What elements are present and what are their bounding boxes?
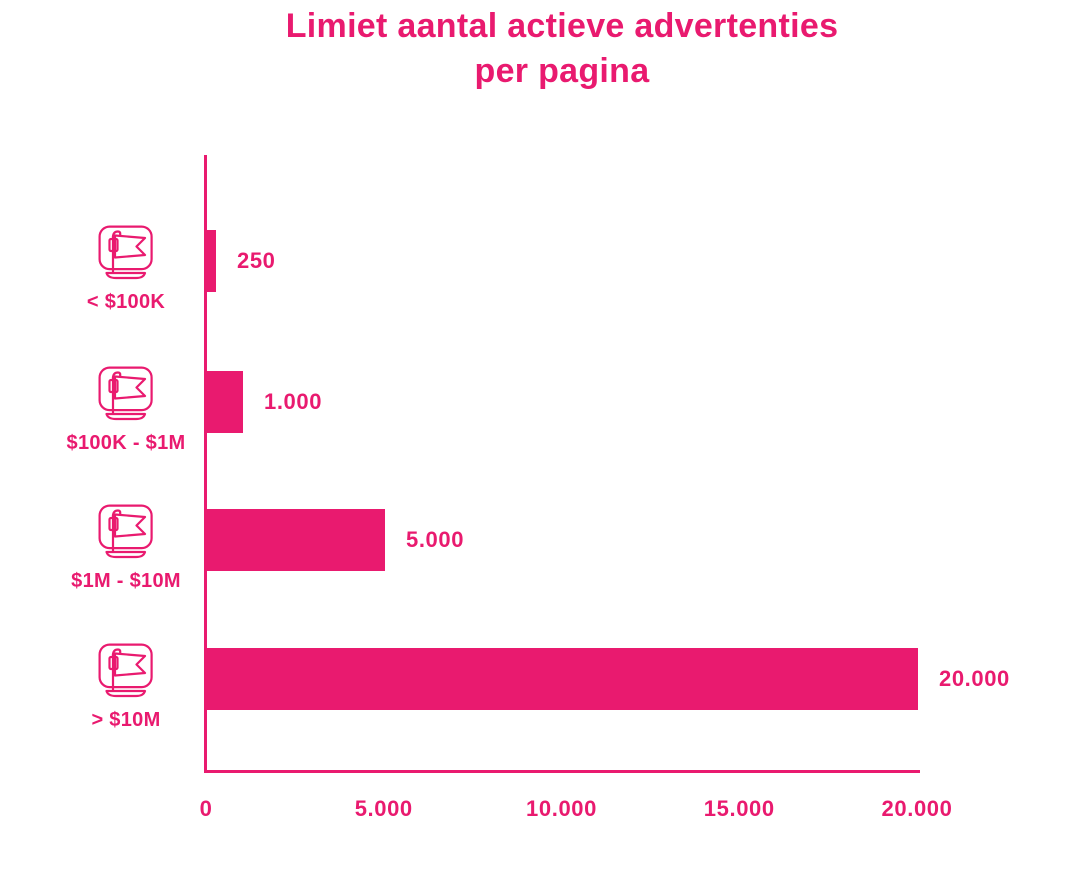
category-label: $100K - $1M bbox=[66, 432, 186, 454]
x-axis-tick-label: 0 bbox=[199, 796, 213, 821]
flag-sign-icon bbox=[98, 225, 154, 281]
category-label: $1M - $10M bbox=[71, 570, 181, 592]
bar bbox=[207, 509, 385, 571]
bar-value-label: 250 bbox=[237, 248, 276, 273]
x-axis-line bbox=[204, 770, 920, 773]
chart-title: Limiet aantal actieve advertenties per p… bbox=[132, 4, 992, 94]
x-axis-tick-label: 20.000 bbox=[881, 796, 953, 821]
y-axis-line bbox=[204, 155, 207, 773]
category-label: < $100K bbox=[86, 291, 166, 313]
flag-sign-icon bbox=[98, 504, 154, 560]
x-axis-tick-label: 10.000 bbox=[526, 796, 597, 821]
bar-value-label: 20.000 bbox=[939, 666, 1010, 691]
chart-title-line1: Limiet aantal actieve advertenties bbox=[285, 7, 839, 45]
bar bbox=[207, 230, 216, 292]
flag-sign-icon bbox=[98, 366, 154, 422]
bar bbox=[207, 371, 243, 433]
category-label: > $10M bbox=[91, 709, 161, 731]
x-axis-tick-label: 15.000 bbox=[703, 796, 775, 821]
flag-sign-icon bbox=[98, 643, 154, 699]
chart-title-line2: per pagina bbox=[474, 52, 650, 90]
bar bbox=[207, 648, 918, 710]
bar-value-label: 1.000 bbox=[264, 389, 323, 414]
bar-value-label: 5.000 bbox=[406, 527, 465, 552]
x-axis-tick-label: 5.000 bbox=[354, 796, 413, 821]
